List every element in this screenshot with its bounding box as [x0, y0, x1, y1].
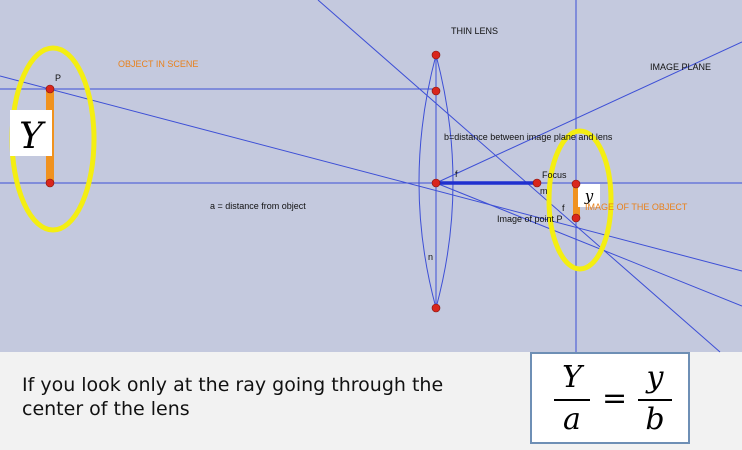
formula-lhs-fraction-bar [554, 399, 590, 401]
image-of-point-p-label: Image of point P [497, 214, 563, 224]
object-in-scene-label: OBJECT IN SCENE [118, 59, 198, 69]
ray-steep [317, 0, 721, 353]
point-lens-bottom [431, 303, 441, 313]
ray-lower [435, 182, 742, 307]
formula-rhs-denominator: b [645, 402, 665, 437]
ray-through-center [0, 75, 742, 272]
f-label: f [455, 169, 458, 179]
m-label: m [540, 186, 548, 196]
formula-lhs-numerator: Y [562, 360, 582, 395]
n-label: n [428, 252, 433, 262]
object-symbol: Y [19, 116, 46, 157]
image-of-object-label: IMAGE OF THE OBJECT [585, 202, 688, 212]
a-distance-label: a = distance from object [210, 201, 306, 211]
formula-box: Y a = y b [530, 352, 690, 444]
point-lens-center [431, 178, 441, 188]
object-symbol-box [10, 110, 52, 156]
image-plane-label: IMAGE PLANE [650, 62, 711, 72]
image-highlight-ellipse [546, 128, 614, 272]
point-lens-ray [431, 86, 441, 96]
image-symbol: y [584, 187, 594, 205]
point-p-label: P [55, 73, 61, 83]
focus-label: Focus [542, 170, 567, 180]
ray-lines [0, 0, 742, 353]
formula-rhs-numerator: y [646, 360, 664, 395]
thin-lens-label: THIN LENS [451, 26, 498, 36]
ray-diagonal-up [435, 41, 742, 184]
formula-equals: = [602, 381, 628, 416]
formula-lhs-denominator: a [563, 402, 581, 437]
point-image-p [571, 213, 581, 223]
points [45, 50, 581, 313]
formula-rhs-fraction-bar [638, 399, 672, 401]
b-distance-label: b=distance between image plane and lens [444, 132, 613, 142]
point-object-base [45, 178, 55, 188]
caption-text: If you look only at the ray going throug… [22, 374, 444, 420]
image-symbol-box [578, 184, 600, 207]
diagram-background [0, 0, 742, 352]
image-bar [573, 183, 580, 218]
point-lens-top [431, 50, 441, 60]
point-p-object [45, 84, 55, 94]
point-image-base [571, 179, 581, 189]
point-focus [532, 178, 542, 188]
small-f-label: f [562, 203, 565, 213]
